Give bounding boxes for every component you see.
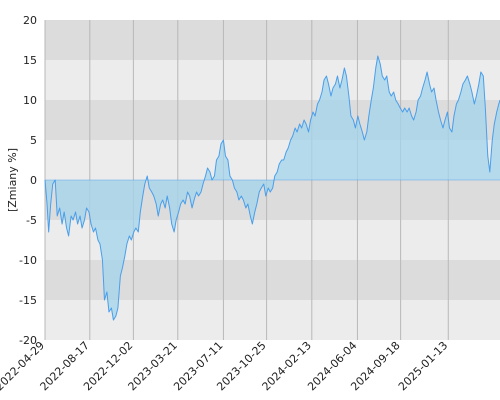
y-tick-label: -10 xyxy=(19,254,37,267)
y-axis-ticks: -20 -15 -10 -5 0 5 10 15 20 xyxy=(19,14,37,347)
x-tick-label: 2025-01-13 xyxy=(396,339,450,393)
y-tick-label: 5 xyxy=(30,134,37,147)
series-line xyxy=(44,55,500,321)
y-tick-label: 15 xyxy=(23,54,37,67)
background-band xyxy=(45,20,500,60)
y-tick-label: -15 xyxy=(19,294,37,307)
x-axis-ticks: 2022-04-292022-08-172022-12-022023-03-21… xyxy=(0,339,450,393)
y-tick-label: 0 xyxy=(30,174,37,187)
y-tick-label: -20 xyxy=(19,334,37,347)
y-tick-label: -5 xyxy=(26,214,37,227)
series-area xyxy=(44,55,500,321)
y-tick-label: 10 xyxy=(23,94,37,107)
y-axis-label: [Zmiany %] xyxy=(6,148,19,212)
y-tick-label: 20 xyxy=(23,14,37,27)
background-band xyxy=(45,300,500,340)
